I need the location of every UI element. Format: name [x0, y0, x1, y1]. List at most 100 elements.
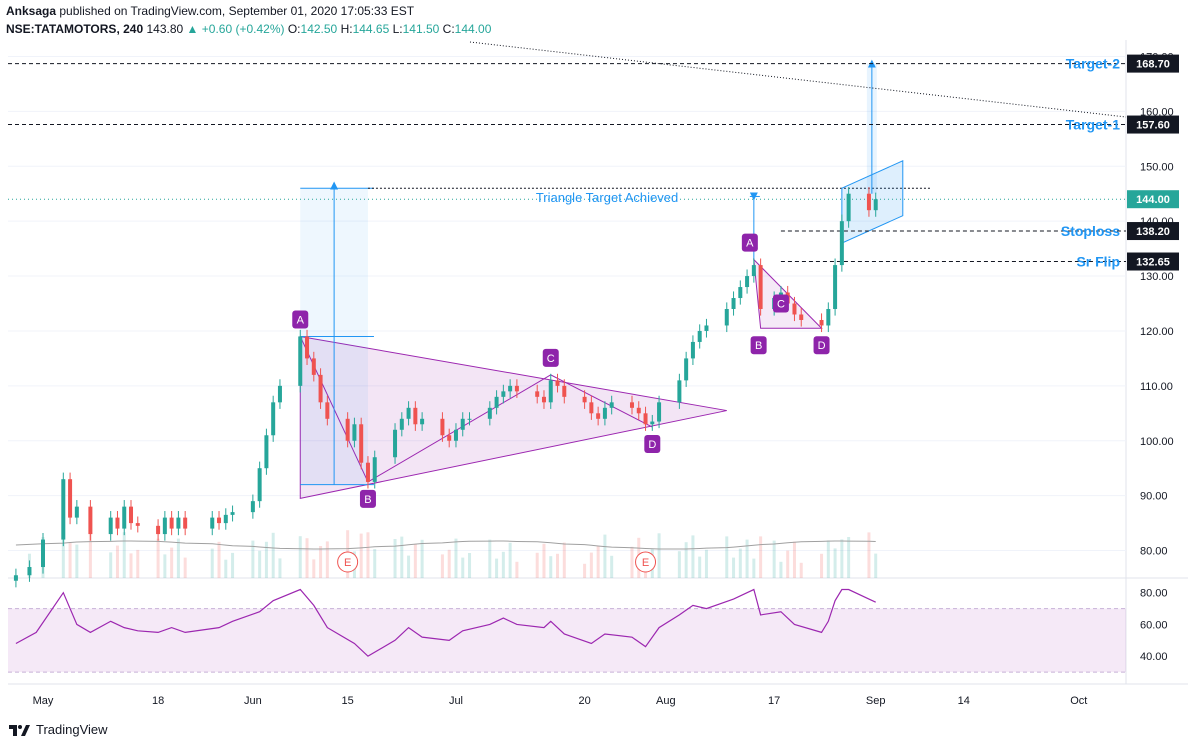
volume-bar — [556, 553, 560, 578]
candle-body — [758, 265, 763, 309]
ohlc-legend: NSE:TATAMOTORS, 240 143.80 ▲ +0.60 (+0.4… — [6, 22, 491, 36]
candle-body — [129, 506, 134, 524]
time-axis[interactable]: May 18 Jun 15 Jul 20 Aug 17 Sep 14 Oct — [33, 695, 1088, 707]
candle-body — [839, 221, 844, 266]
candle-body — [697, 330, 702, 342]
candle-body — [799, 314, 804, 320]
candle-body — [122, 506, 127, 529]
earnings-label: E — [642, 557, 649, 569]
candle-body — [724, 309, 729, 326]
volume-bar — [603, 534, 607, 578]
price-label: 168.70 — [1136, 59, 1170, 71]
candle-body — [846, 193, 851, 222]
candle-body — [643, 413, 648, 425]
rsi-pane[interactable]: 40.00 60.00 80.00 — [8, 588, 1168, 673]
candle-body — [27, 567, 32, 576]
volume-bar — [325, 541, 329, 578]
candle-body — [555, 380, 560, 386]
published-text: published on TradingView.com, September … — [59, 4, 415, 18]
volume-bar — [779, 561, 783, 578]
candle-body — [305, 336, 310, 359]
rsi-line — [15, 588, 876, 657]
pattern-label-big: A — [297, 314, 305, 326]
triangle-target-note: Triangle Target Achieved — [536, 190, 678, 205]
volume-bar — [210, 548, 214, 578]
rsi-band — [8, 608, 1126, 673]
candle-body — [68, 479, 73, 518]
candle-body — [684, 358, 689, 381]
volume-bar — [319, 546, 323, 578]
volume-bar — [677, 551, 681, 578]
price-tick-label: 150.00 — [1140, 161, 1174, 173]
volume-bar — [122, 532, 126, 578]
volume-bar — [278, 558, 282, 578]
triangle-pattern — [299, 335, 727, 500]
price-tick-label: 100.00 — [1140, 436, 1174, 448]
volume-bar — [847, 537, 851, 578]
volume-ma-line — [15, 540, 876, 550]
candle-body — [657, 402, 662, 422]
volume-bar — [725, 536, 729, 578]
candle-body — [629, 402, 634, 408]
open-label: O: — [287, 22, 301, 36]
volume-bar — [61, 514, 65, 578]
change-arrow-icon: ▲ — [186, 22, 199, 36]
volume-bar — [359, 533, 363, 578]
annotation-layer: A B C D A B C D Triangle Target Achieved E E Target… — [292, 56, 1120, 573]
volume-bar — [752, 558, 756, 578]
candle-body — [217, 517, 222, 524]
pattern-label-small: B — [755, 340, 762, 352]
footer-brand: TradingView — [36, 722, 108, 737]
price-axis[interactable]: 80.0090.00100.00110.00120.00130.00140.00… — [1127, 51, 1179, 558]
candle-body — [548, 380, 553, 403]
candle-body — [636, 407, 641, 414]
volume-bar — [589, 552, 593, 578]
volume-bar — [109, 552, 113, 578]
candle-body — [514, 385, 519, 392]
pattern-label-small: D — [818, 340, 826, 352]
pattern-label-big-bg — [644, 435, 661, 454]
candle-body — [230, 512, 235, 515]
candle-body — [467, 418, 472, 420]
time-tick-label: Jun — [244, 695, 262, 707]
level-annotation: Sr Flip — [1076, 254, 1120, 270]
pattern-label-small-bg — [741, 233, 758, 252]
rsi-tick-label: 40.00 — [1140, 651, 1168, 663]
candle-body — [440, 418, 445, 436]
low-label: L: — [392, 22, 403, 36]
candle-body — [413, 407, 418, 425]
volume-bar — [258, 550, 262, 578]
candle-body — [359, 424, 364, 463]
resistance-trendline — [469, 41, 1127, 118]
candle-body — [535, 391, 540, 397]
volume-bar — [698, 556, 702, 578]
volume-bar — [440, 554, 444, 578]
volume-bar — [115, 545, 119, 578]
high-value: 144.65 — [352, 22, 390, 36]
price-label-bg — [1127, 252, 1179, 271]
grid — [8, 40, 1188, 685]
candle-body — [183, 517, 188, 529]
price-tick-label: 90.00 — [1140, 491, 1168, 503]
candle-body — [833, 265, 838, 309]
volume-bar — [549, 556, 553, 578]
candle-body — [223, 514, 228, 524]
pattern-label-small-bg — [772, 294, 789, 313]
pattern-label-big: C — [547, 353, 555, 365]
price-label: 157.60 — [1136, 120, 1170, 132]
volume-bar — [170, 547, 174, 578]
volume-bar — [759, 536, 763, 578]
pattern-label-small: A — [746, 238, 754, 250]
candle-body — [690, 341, 695, 359]
volume-bar — [88, 529, 92, 578]
price-label: 138.20 — [1136, 226, 1170, 238]
time-tick-label: Oct — [1070, 695, 1087, 707]
time-tick-label: 20 — [578, 695, 590, 707]
volume-bar — [271, 532, 275, 578]
pattern-label-big: D — [648, 439, 656, 451]
volume-bar — [772, 540, 776, 578]
price-chart[interactable]: A B C D A B C D Triangle Target Achieved E E Target… — [0, 0, 1188, 718]
level-annotation: Target-2 — [1066, 56, 1120, 72]
close-value: 144.00 — [454, 22, 492, 36]
volume-bar — [820, 553, 824, 578]
